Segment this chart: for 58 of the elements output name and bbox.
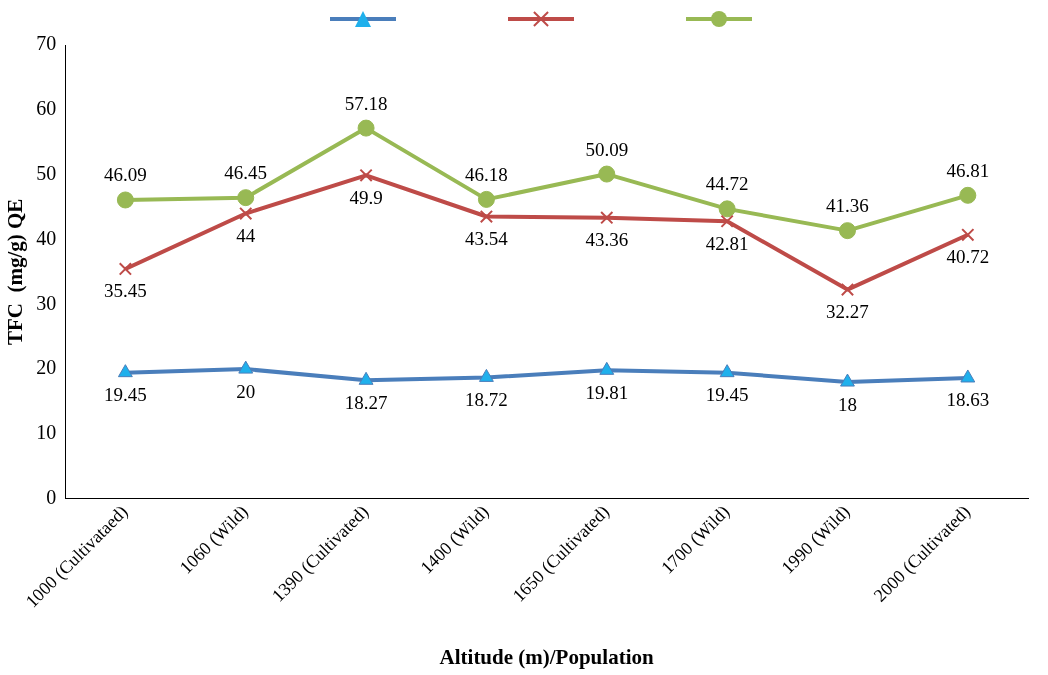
data-label: 50.09 bbox=[585, 138, 629, 160]
data-label: 42.81 bbox=[705, 232, 749, 254]
data-label: 41.36 bbox=[826, 195, 869, 217]
point bbox=[239, 206, 253, 221]
point bbox=[117, 364, 133, 378]
point bbox=[479, 368, 494, 382]
data-label: 46.45 bbox=[224, 162, 268, 184]
data-label: 40.72 bbox=[946, 246, 990, 268]
data-label: 20 bbox=[236, 380, 256, 402]
point bbox=[477, 190, 495, 208]
y-axis-title: TFC (mg/g) QE bbox=[3, 198, 28, 346]
data-label: 43.54 bbox=[465, 228, 509, 249]
point bbox=[720, 214, 734, 228]
data-label: 46.18 bbox=[465, 163, 508, 185]
data-label: 18 bbox=[837, 393, 857, 415]
point bbox=[840, 282, 855, 297]
data-label: 46.09 bbox=[104, 164, 147, 186]
x-axis-title: Altitude (m)/Population bbox=[439, 644, 654, 669]
data-label: 32.27 bbox=[826, 301, 869, 323]
point bbox=[598, 165, 616, 183]
data-label: 19.45 bbox=[705, 384, 749, 406]
point bbox=[238, 360, 254, 374]
data-label: 35.45 bbox=[104, 280, 147, 302]
y-tick-label: 30 bbox=[36, 291, 57, 314]
data-label: 18.27 bbox=[344, 391, 388, 413]
y-tick-label: 50 bbox=[36, 161, 57, 184]
point bbox=[118, 262, 133, 276]
point bbox=[718, 200, 736, 218]
data-label: 43.36 bbox=[585, 229, 629, 251]
data-label: 18.72 bbox=[465, 388, 508, 410]
y-tick-label: 70 bbox=[36, 32, 57, 55]
data-label: 49.9 bbox=[349, 186, 383, 208]
point bbox=[237, 189, 255, 207]
point bbox=[961, 228, 975, 242]
data-label: 19.81 bbox=[585, 381, 629, 403]
data-label: 44.72 bbox=[705, 173, 749, 195]
point bbox=[358, 371, 374, 385]
point bbox=[840, 373, 855, 387]
point bbox=[116, 191, 134, 209]
y-tick-label: 20 bbox=[36, 356, 57, 379]
point bbox=[357, 119, 375, 137]
point bbox=[599, 361, 615, 375]
y-tick-label: 10 bbox=[36, 421, 57, 444]
y-tick-label: 40 bbox=[36, 226, 57, 249]
data-label: 44 bbox=[236, 225, 256, 247]
data-label: 46.81 bbox=[946, 159, 990, 181]
point bbox=[600, 211, 614, 225]
point bbox=[838, 222, 856, 240]
data-label: 18.63 bbox=[946, 389, 990, 411]
y-tick-label: 60 bbox=[36, 97, 57, 120]
data-label: 19.45 bbox=[104, 384, 147, 406]
y-tick-label: 0 bbox=[46, 485, 57, 508]
point bbox=[359, 168, 373, 182]
point bbox=[719, 364, 735, 378]
point bbox=[960, 369, 976, 383]
point bbox=[959, 186, 977, 204]
data-label: 57.18 bbox=[344, 92, 388, 114]
point bbox=[479, 209, 494, 224]
